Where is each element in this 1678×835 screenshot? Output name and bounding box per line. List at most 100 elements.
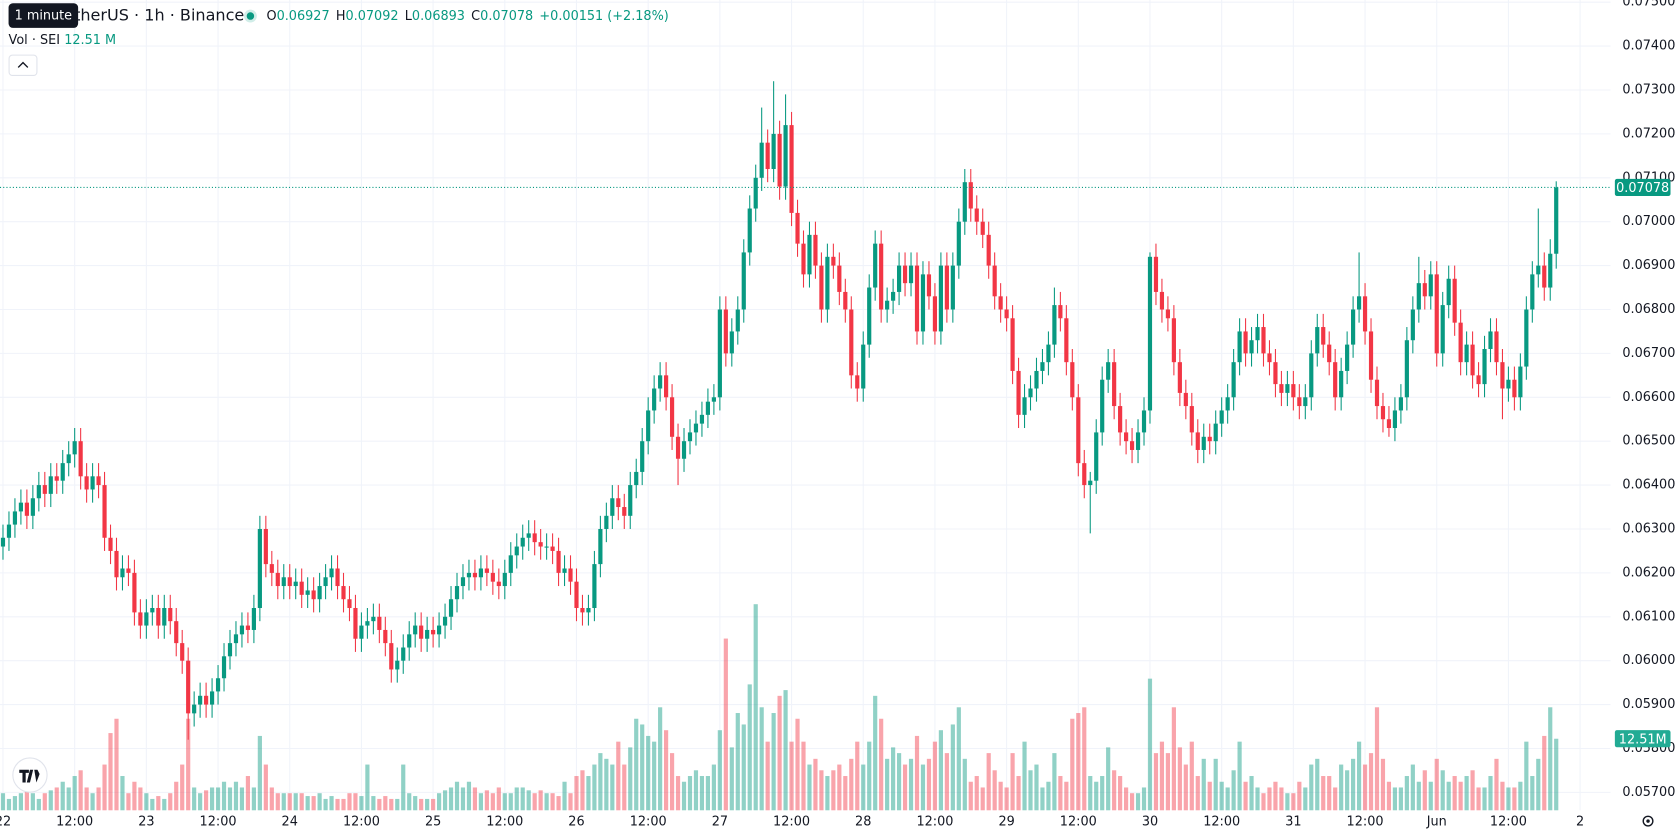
candle-body xyxy=(1500,362,1505,389)
candle-body xyxy=(550,546,555,551)
volume-bar xyxy=(425,798,430,811)
symbol-title[interactable]: SEITetherUS · 1h · Binance xyxy=(32,6,244,25)
volume-bar xyxy=(323,798,328,811)
candle-body xyxy=(1428,274,1433,297)
candle-body xyxy=(1410,309,1415,341)
volume-bar xyxy=(1392,787,1398,811)
y-tick-label: 0.07000 xyxy=(1622,214,1675,229)
candle-body xyxy=(658,375,663,389)
candle-body xyxy=(454,586,460,600)
candle-body xyxy=(801,243,806,275)
candle-body xyxy=(24,502,29,516)
candle-body xyxy=(198,695,203,705)
tooltip: 1 minute xyxy=(15,9,73,24)
volume-bar xyxy=(1524,741,1529,811)
candle-body xyxy=(48,476,53,494)
volume-bar xyxy=(407,793,412,811)
close-value: 0.07078 xyxy=(480,9,533,24)
candle-body xyxy=(675,436,681,459)
candle-body xyxy=(843,291,848,310)
x-tick-label: 12:00 xyxy=(1060,815,1097,830)
volume-bar xyxy=(926,758,932,811)
candle-body xyxy=(980,221,985,235)
y-tick-label: 0.06900 xyxy=(1622,258,1675,273)
candle-body xyxy=(795,212,800,244)
candle-body xyxy=(1100,379,1105,433)
volume-bar xyxy=(114,718,119,811)
candle-body xyxy=(699,414,705,424)
volume-bar xyxy=(968,781,973,811)
volume-bar xyxy=(753,604,758,811)
volume-bar xyxy=(30,793,35,811)
candle-body xyxy=(1255,327,1260,341)
candle-body xyxy=(341,586,346,600)
candle-body xyxy=(1524,309,1529,367)
candle-body xyxy=(478,568,483,578)
volume-bar xyxy=(711,764,716,811)
candle-body xyxy=(1118,406,1123,433)
candle-body xyxy=(1440,305,1445,354)
volume-bar xyxy=(24,787,29,811)
volume-bar xyxy=(174,781,179,811)
volume-bar xyxy=(628,747,633,811)
candle-body xyxy=(1195,432,1200,450)
candle-body xyxy=(1398,397,1403,411)
volume-bar xyxy=(879,718,884,811)
candle-body xyxy=(281,577,286,587)
candle-body xyxy=(36,485,41,499)
volume-bar xyxy=(1297,781,1302,811)
candle-body xyxy=(681,441,687,459)
candle-body xyxy=(138,612,143,626)
candle-body xyxy=(616,498,621,508)
x-tick-label: 12:00 xyxy=(916,815,953,830)
candle-body xyxy=(60,463,65,481)
settings-icon[interactable] xyxy=(1642,815,1654,827)
volume-bar xyxy=(1088,776,1093,811)
volume-bar xyxy=(1040,787,1045,811)
volume-bar xyxy=(658,707,663,811)
open-label: O xyxy=(266,9,276,24)
volume-bar xyxy=(1112,770,1117,811)
volume-bar xyxy=(1404,776,1409,811)
volume-bar xyxy=(622,764,627,811)
candle-body xyxy=(1088,480,1093,486)
volume-bar xyxy=(932,741,938,811)
candle-body xyxy=(1464,344,1469,363)
candle-body xyxy=(1106,362,1111,380)
volume-bar xyxy=(508,793,513,811)
candle-body xyxy=(920,274,926,332)
volume-bar xyxy=(96,787,101,811)
volume-title[interactable]: Vol · SEI xyxy=(9,33,60,48)
x-tick-label: 12:00 xyxy=(1203,815,1240,830)
volume-bar xyxy=(693,770,699,811)
candle-body xyxy=(1201,436,1206,450)
volume-bar xyxy=(1291,793,1296,811)
collapse-icon xyxy=(17,61,29,68)
last-price-box xyxy=(1614,178,1671,197)
candle-body xyxy=(1297,397,1302,407)
x-tick-label: Jun xyxy=(1426,815,1447,830)
volume-bar xyxy=(992,770,997,811)
x-tick-label: 31 xyxy=(1285,815,1301,830)
candle-body xyxy=(347,599,352,609)
volume-bar xyxy=(1488,776,1493,811)
volume-bar xyxy=(896,753,902,811)
candle-body xyxy=(1267,353,1272,363)
volume-bar xyxy=(717,730,722,811)
volume-bar xyxy=(305,796,310,811)
volume-bar xyxy=(1500,781,1505,811)
volume-bar xyxy=(448,787,454,811)
volume-bar xyxy=(1034,764,1039,811)
logo xyxy=(19,769,40,783)
candle-body xyxy=(293,581,298,587)
volume-bar xyxy=(604,758,609,811)
candle-body xyxy=(1034,370,1039,389)
volume-bar xyxy=(771,713,776,811)
candle-body xyxy=(1046,344,1051,363)
volume-bar xyxy=(1374,707,1380,811)
volume-bar xyxy=(664,730,669,811)
collapse-button[interactable] xyxy=(8,54,38,77)
volume-bar xyxy=(914,735,920,811)
volume-bar xyxy=(341,798,346,811)
